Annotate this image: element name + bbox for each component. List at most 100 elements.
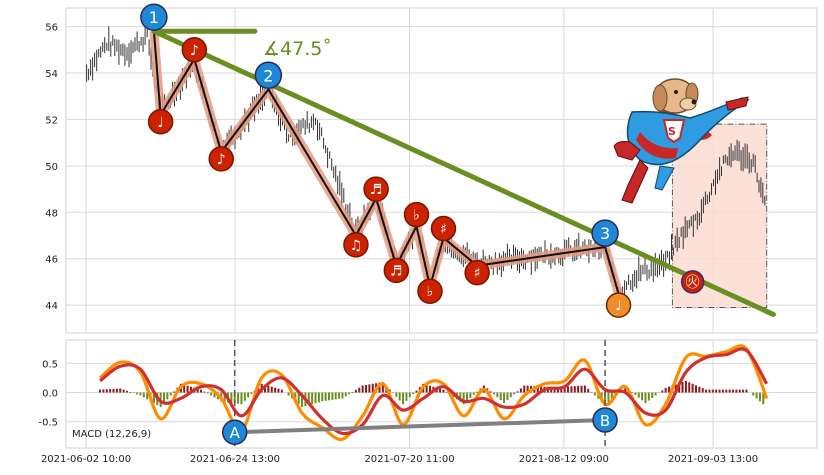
macd-y-tick-label: 0.0 — [42, 389, 58, 400]
macd-histogram-bar — [129, 392, 131, 393]
x-tick-label: 2021-07-20 11:00 — [364, 454, 454, 465]
macd-histogram-bar — [712, 390, 714, 393]
macd-histogram-bar — [665, 388, 667, 393]
macd-histogram-bar — [708, 390, 710, 393]
macd-histogram-bar — [331, 393, 333, 400]
macd-histogram-bar — [119, 388, 121, 392]
macd-histogram-bar — [281, 390, 283, 393]
macd-histogram-bar — [166, 393, 168, 400]
macd-histogram-bar — [348, 393, 350, 395]
macd-histogram-bar — [173, 392, 175, 393]
macd-histogram-bar — [735, 390, 737, 393]
macd-histogram-bar — [695, 385, 697, 392]
price-y-tick-label: 48 — [45, 208, 58, 219]
macd-histogram-bar — [240, 393, 242, 405]
macd-label: MACD (12,26,9) — [72, 429, 151, 440]
macd-histogram-bar — [513, 393, 515, 395]
macd-histogram-bar — [466, 393, 468, 402]
macd-histogram-bar — [200, 390, 202, 393]
macd-histogram-bar — [732, 390, 734, 393]
pivot-marker-glyph: ♪ — [190, 43, 199, 59]
x-tick-label: 2021-08-12 09:00 — [519, 454, 609, 465]
x-tick-label: 2021-06-02 10:00 — [41, 454, 131, 465]
macd-histogram-bar — [584, 386, 586, 393]
pivot-marker-glyph: ♩ — [615, 298, 622, 314]
angle-label: ∡47.5˚ — [263, 38, 332, 60]
macd-histogram-bar — [362, 386, 364, 393]
macd-histogram-bar — [251, 393, 253, 394]
macd-histogram-bar — [752, 393, 754, 396]
macd-histogram-bar — [345, 393, 347, 397]
macd-y-tick-label: 0.5 — [42, 359, 58, 370]
macd-histogram-bar — [399, 393, 401, 401]
macd-histogram-bar — [99, 390, 101, 393]
macd-histogram-bar — [510, 393, 512, 398]
macd-histogram-bar — [581, 386, 583, 393]
macd-histogram-bar — [112, 389, 114, 393]
macd-histogram-bar — [496, 393, 498, 398]
macd-histogram-bar — [638, 393, 640, 398]
macd-histogram-bar — [490, 391, 492, 392]
pivot-marker-glyph: ♯ — [474, 266, 481, 282]
macd-histogram-bar — [692, 384, 694, 393]
macd-histogram-bar — [237, 393, 239, 404]
macd-histogram-bar — [277, 389, 279, 393]
macd-histogram-bar — [688, 382, 690, 392]
macd-histogram-bar — [685, 381, 687, 393]
macd-histogram-bar — [570, 386, 572, 392]
macd-histogram-bar — [739, 390, 741, 393]
macd-histogram-bar — [473, 393, 475, 395]
pivot-marker-glyph: ♫ — [350, 238, 363, 254]
price-y-tick-label: 56 — [45, 23, 58, 34]
macd-histogram-bar — [143, 393, 145, 398]
macd-histogram-bar — [503, 393, 505, 404]
x-tick-label: 2021-09-03 13:00 — [668, 454, 758, 465]
price-y-tick-label: 52 — [45, 115, 58, 126]
pivot-marker-glyph: ♭ — [413, 208, 420, 224]
macd-histogram-bar — [722, 390, 724, 393]
macd-histogram-bar — [207, 393, 209, 394]
pivot-marker-glyph: ♩ — [157, 115, 164, 131]
macd-histogram-bar — [311, 393, 313, 405]
macd-histogram-bar — [567, 387, 569, 393]
macd-histogram-bar — [574, 386, 576, 392]
macd-histogram-bar — [136, 393, 138, 395]
pivot-marker-glyph: ♬ — [390, 263, 403, 279]
macd-histogram-bar — [139, 393, 141, 396]
macd-histogram-bar — [500, 393, 502, 401]
macd-histogram-bar — [756, 393, 758, 399]
macd-histogram-bar — [318, 393, 320, 403]
price-y-tick-label: 46 — [45, 255, 58, 266]
macd-histogram-bar — [759, 393, 761, 402]
wave-marker-label: 2 — [263, 66, 273, 85]
macd-histogram-bar — [288, 393, 290, 396]
macd-histogram-bar — [358, 388, 360, 393]
macd-histogram-bar — [416, 391, 418, 393]
macd-histogram-bar — [409, 393, 411, 398]
pivot-marker-glyph: ♯ — [440, 222, 447, 238]
macd-histogram-bar — [517, 391, 519, 392]
macd-histogram-bar — [634, 393, 636, 395]
macd-histogram-bar — [335, 393, 337, 400]
macd-histogram-bar — [355, 390, 357, 393]
macd-histogram-bar — [469, 393, 471, 398]
macd-histogram-bar — [170, 393, 172, 396]
macd-histogram-bar — [577, 386, 579, 393]
macd-histogram-bar — [341, 393, 343, 399]
pivot-marker-glyph: ㊋ — [686, 275, 700, 291]
macd-histogram-bar — [106, 389, 108, 392]
price-y-tick-label: 54 — [45, 69, 58, 80]
macd-histogram-bar — [109, 389, 111, 393]
pivot-marker-glyph: ♭ — [427, 284, 434, 300]
macd-histogram-bar — [133, 393, 135, 394]
macd-histogram-bar — [274, 388, 276, 393]
macd-histogram-bar — [682, 382, 684, 393]
macd-histogram-bar — [368, 384, 370, 392]
macd-histogram-bar — [203, 392, 205, 393]
macd-histogram-bar — [126, 391, 128, 393]
macd-histogram-bar — [648, 393, 650, 401]
macd-histogram-bar — [352, 392, 354, 393]
macd-histogram-bar — [405, 393, 407, 401]
x-tick-label: 2021-06-24 13:00 — [190, 454, 280, 465]
